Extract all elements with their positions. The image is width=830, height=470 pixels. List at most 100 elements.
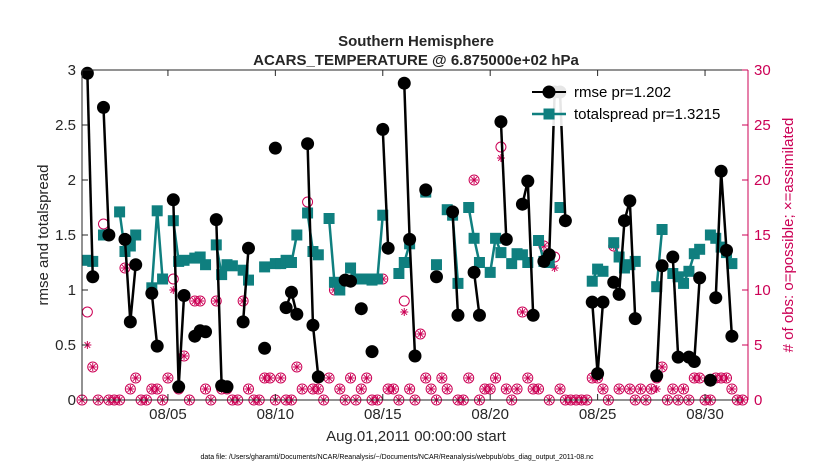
rmse-point xyxy=(86,270,100,284)
rmse-point xyxy=(499,232,513,246)
totalspread-point xyxy=(613,251,625,263)
obs-assimilated-point xyxy=(405,385,414,393)
obs-possible-point xyxy=(200,383,212,395)
obs-assimilated-point xyxy=(598,385,607,393)
rmse-point xyxy=(526,308,540,322)
totalspread-point xyxy=(710,232,722,244)
obs-assimilated-point xyxy=(652,385,661,393)
rmse-point xyxy=(279,301,293,315)
totalspread-point xyxy=(226,260,238,272)
totalspread-point xyxy=(323,213,335,224)
y-right-tick-label: 0 xyxy=(754,392,762,409)
obs-possible-point xyxy=(436,372,448,384)
totalspread-point xyxy=(114,206,126,218)
totalspread-point xyxy=(259,261,271,273)
rmse-point xyxy=(290,307,304,321)
totalspread-point xyxy=(200,259,212,271)
rmse-point xyxy=(172,380,186,394)
obs-assimilated-point xyxy=(727,385,736,393)
rmse-point xyxy=(419,183,433,197)
obs-possible-point xyxy=(167,273,179,285)
rmse-line xyxy=(714,171,734,337)
totalspread-point xyxy=(629,255,641,267)
obs-possible-point xyxy=(522,372,534,384)
legend-totalspread-label: totalspread pr=1.3215 xyxy=(574,106,720,123)
rmse-line xyxy=(499,121,508,240)
obs-possible-point xyxy=(296,383,308,395)
legend-totalspread-marker xyxy=(543,108,555,120)
obs-assimilated-point xyxy=(153,385,162,393)
rmse-point xyxy=(102,228,116,242)
obs-assimilated-point xyxy=(421,374,430,382)
obs-assimilated-point xyxy=(636,385,645,393)
obs-possible-point xyxy=(361,372,373,384)
obs-assimilated-point xyxy=(163,374,172,382)
obs-possible-point xyxy=(463,372,475,384)
rmse-point xyxy=(80,66,94,80)
y-left-tick-label: 0.5 xyxy=(55,337,76,354)
totalspread-point xyxy=(468,232,480,244)
legend: rmse pr=1.202 totalspread pr=1.3215 xyxy=(528,78,742,126)
totalspread-point xyxy=(216,269,228,281)
y-left-tick-label: 1 xyxy=(68,282,76,299)
rmse-point xyxy=(145,286,159,300)
totalspread-layer xyxy=(81,186,738,296)
obs-assimilated-point xyxy=(292,363,301,371)
obs-assimilated-point xyxy=(276,374,285,382)
rmse-point xyxy=(258,341,272,355)
obs-possible-point xyxy=(516,306,528,318)
rmse-point xyxy=(558,214,572,228)
totalspread-point xyxy=(522,257,534,268)
totalspread-point xyxy=(495,247,507,259)
rmse-point xyxy=(451,308,465,322)
obs-assimilated-point xyxy=(308,385,317,393)
obs-assimilated-point xyxy=(400,308,409,316)
obs-assimilated-point xyxy=(335,385,344,393)
totalspread-point xyxy=(157,273,169,285)
x-tick-label: 08/15 xyxy=(364,406,402,423)
obs-assimilated-point xyxy=(126,385,135,393)
obs-possible-point xyxy=(667,383,679,395)
rmse-point xyxy=(650,369,664,383)
rmse-point xyxy=(591,367,605,381)
totalspread-point xyxy=(586,275,598,287)
totalspread-point xyxy=(516,249,528,261)
axes: 08/05 08/10 08/15 08/20 08/25 08/30 0 0.5 1 1.5 2 2… xyxy=(55,62,771,423)
totalspread-line xyxy=(655,229,664,287)
rmse-point xyxy=(429,270,443,284)
obs-assimilated-point xyxy=(147,385,156,393)
obs-assimilated-point xyxy=(443,385,452,393)
x-axis-label: Aug.01,2011 00:00:00 start xyxy=(326,428,507,445)
rmse-point xyxy=(381,241,395,255)
obs-assimilated-point xyxy=(389,385,398,393)
obs-possible-point xyxy=(345,372,357,384)
rmse-point xyxy=(220,380,234,394)
legend-box xyxy=(528,78,742,126)
rmse-point xyxy=(365,345,379,359)
rmse-point xyxy=(709,291,723,305)
rmse-line xyxy=(241,248,250,322)
rmse-point xyxy=(725,329,739,343)
obs-assimilated-point xyxy=(534,385,543,393)
rmse-point xyxy=(199,325,213,339)
obs-possible-point xyxy=(130,372,142,384)
obs-possible-point xyxy=(210,295,222,307)
rmse-point xyxy=(446,205,460,219)
legend-rmse-label: rmse pr=1.202 xyxy=(574,84,671,101)
obs-possible-point xyxy=(678,383,690,395)
totalspread-point xyxy=(490,232,502,244)
rmse-point xyxy=(472,308,486,322)
obs-assimilated-point xyxy=(615,385,624,393)
obs-possible-point xyxy=(441,383,453,395)
rmse-point xyxy=(397,76,411,90)
obs-possible-point xyxy=(490,372,502,384)
x-tick-label: 08/20 xyxy=(471,406,509,423)
obs-assimilated-point xyxy=(244,385,253,393)
rmse-line xyxy=(381,129,390,249)
totalspread-point xyxy=(484,266,496,278)
obs-assimilated-point xyxy=(260,374,269,382)
rmse-point xyxy=(687,355,701,368)
totalspread-point xyxy=(678,277,690,289)
obs-possible-point xyxy=(334,383,346,395)
y-right-tick-label: 25 xyxy=(754,117,771,134)
